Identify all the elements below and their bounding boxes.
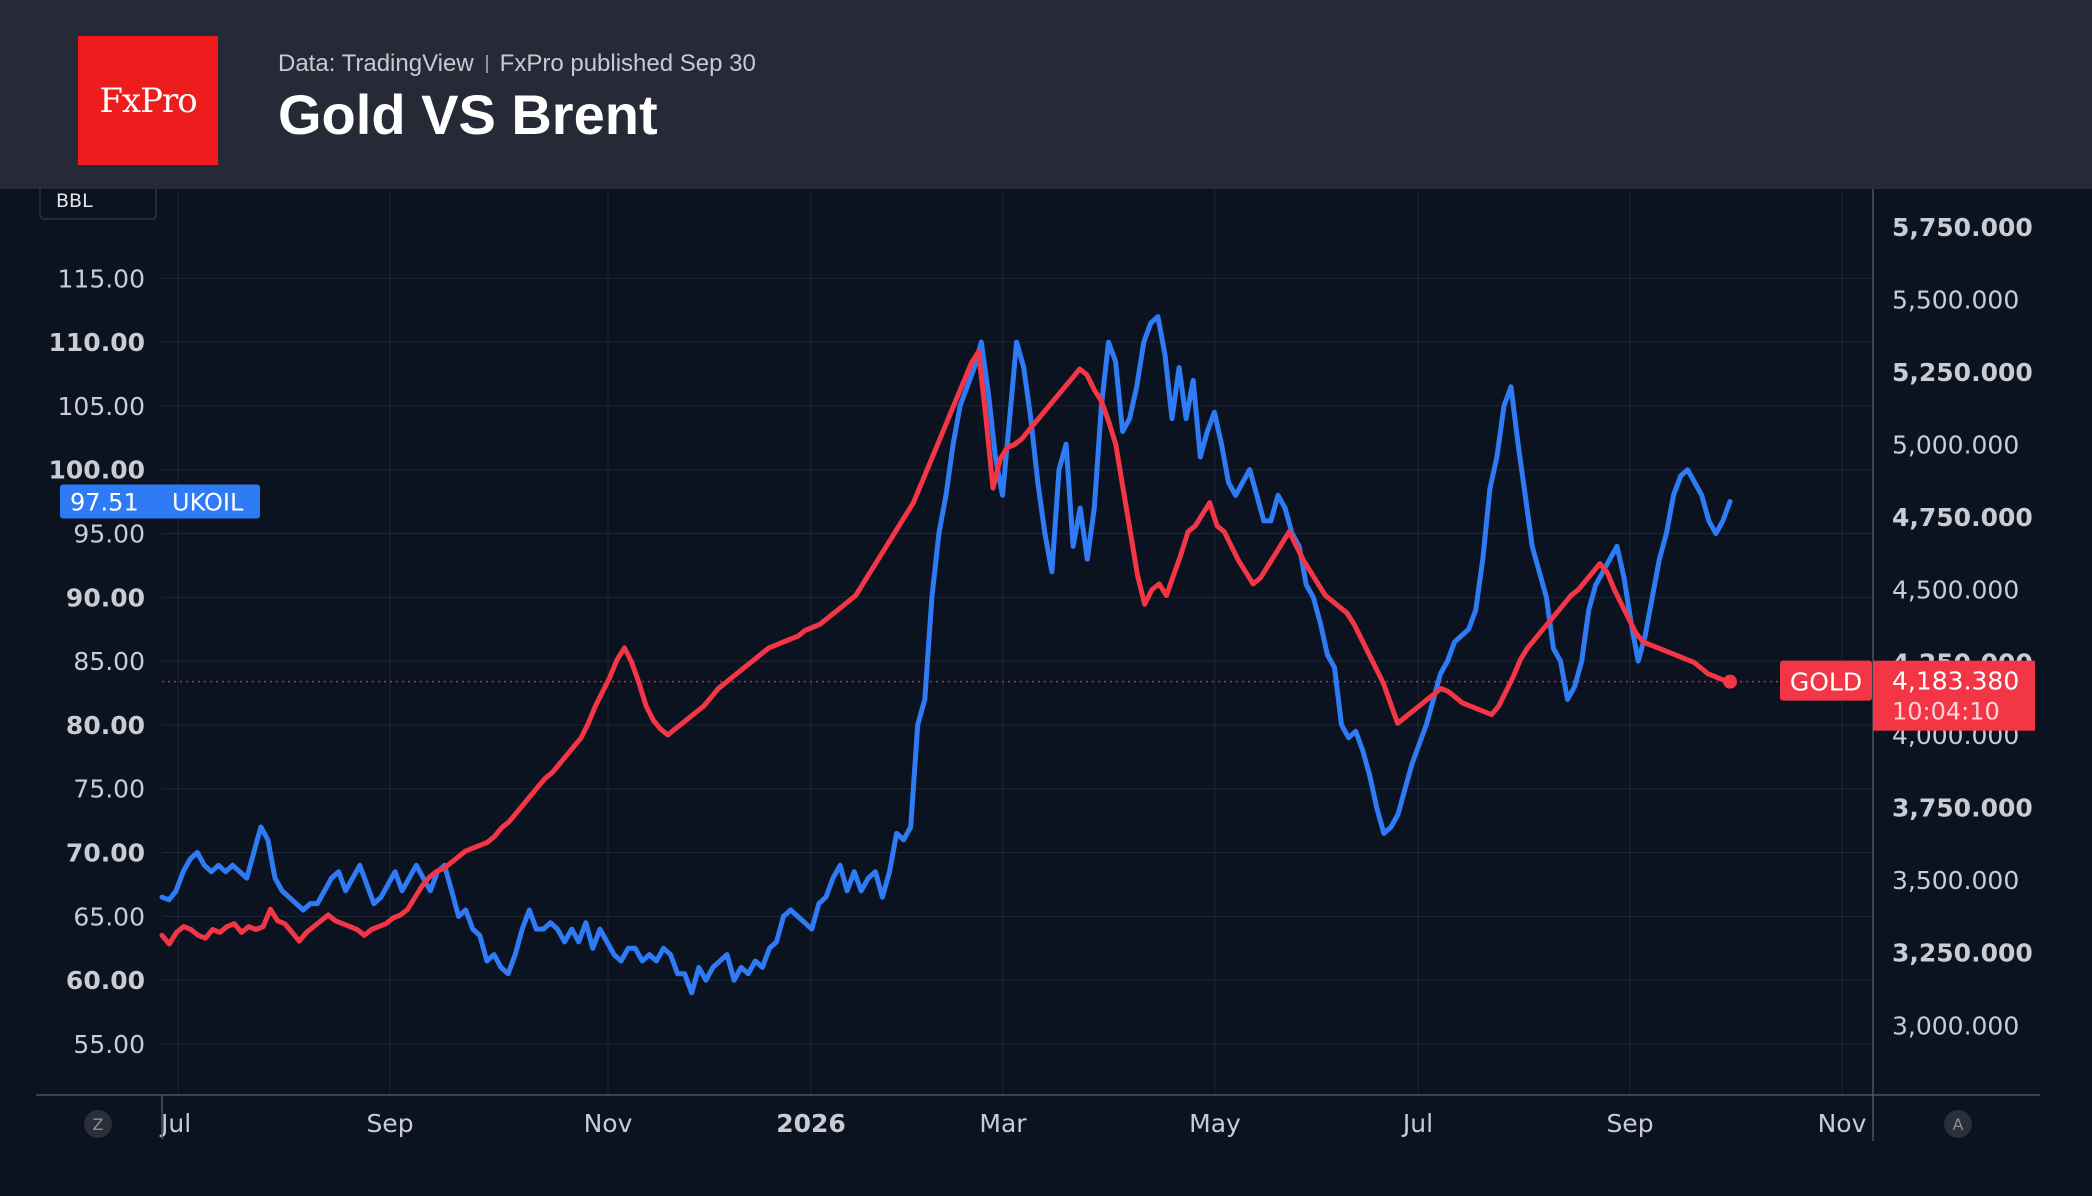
x-tick-label: Jul [1401, 1109, 1433, 1138]
left-tick-label: 115.00 [58, 264, 145, 293]
gold-countdown: 10:04:10 [1892, 698, 2000, 726]
left-tick-label: 85.00 [73, 647, 145, 676]
x-tick-label: Mar [979, 1109, 1027, 1138]
gold-last-value: 4,183.380 [1892, 667, 2019, 696]
gold-name-tag [1780, 660, 1872, 701]
chart-area[interactable]: Jul Sep Nov 2026 Mar May Jul Sep Nov Z A 55.00 60.0… [0, 189, 2092, 1196]
right-tick-label: 3,250.000 [1892, 939, 2033, 968]
right-tick-label: 3,500.000 [1892, 866, 2019, 895]
left-tick-label: 95.00 [73, 520, 145, 549]
left-tick-label: 90.00 [66, 583, 145, 612]
grid-lines [162, 189, 1872, 1095]
left-tick-label: 110.00 [49, 328, 145, 357]
right-tick-label: 5,500.000 [1892, 285, 2019, 314]
x-tick-label: Nov [584, 1109, 633, 1138]
x-tick-label: Sep [1606, 1109, 1653, 1138]
right-tick-label: 4,750.000 [1892, 503, 2033, 532]
corner-badge [1944, 1110, 1972, 1138]
x-tick-label: May [1189, 1109, 1241, 1138]
right-tick-label: 5,750.000 [1892, 213, 2033, 242]
meta-divider [485, 55, 488, 73]
x-tick-label: Nov [1818, 1109, 1867, 1138]
chart-title: Gold VS Brent [278, 83, 658, 146]
gold-price-tag [1873, 660, 2035, 731]
gold-last-point [1723, 674, 1737, 689]
fxpro-logo: FxPro [78, 36, 218, 165]
left-tick-label: 55.00 [73, 1030, 145, 1059]
unit-label: BBL [56, 190, 93, 212]
corner-badge-label: Z [93, 1115, 104, 1134]
x-axis: Jul Sep Nov 2026 Mar May Jul Sep Nov Z A [36, 1094, 2040, 1139]
left-tick-label: 80.00 [66, 711, 145, 740]
left-tick-label: 100.00 [49, 456, 145, 485]
left-tick-label: 105.00 [58, 392, 145, 421]
x-tick-label: 2026 [776, 1109, 846, 1138]
x-tick-label: Jul [159, 1109, 191, 1138]
data-source: Data: TradingView [278, 50, 474, 77]
chart-meta: Data: TradingView FxPro published Sep 30 [278, 50, 756, 78]
published-date: FxPro published Sep 30 [499, 50, 756, 77]
header-bar: FxPro Data: TradingView FxPro published … [0, 0, 2092, 189]
x-tick-label: Sep [366, 1109, 413, 1138]
series-line-ukoil [159, 314, 1733, 996]
ukoil-series-name: UKOIL [172, 489, 244, 517]
left-tick-label: 70.00 [66, 839, 145, 868]
ukoil-price-tag [60, 484, 260, 519]
right-tick-label: 3,750.000 [1892, 794, 2033, 823]
left-tick-label: 60.00 [66, 966, 145, 995]
corner-badge [84, 1110, 112, 1138]
left-tick-label: 75.00 [73, 775, 145, 804]
series-layer [159, 314, 1872, 996]
right-tick-label: 5,000.000 [1892, 431, 2019, 460]
unit-badge [39, 189, 157, 220]
right-tick-label: 4,500.000 [1892, 576, 2019, 605]
ukoil-last-value: 97.51 [70, 489, 139, 517]
right-tick-label: 3,000.000 [1892, 1011, 2019, 1040]
series-line-gold [159, 349, 1733, 947]
gold-series-name: GOLD [1790, 668, 1862, 697]
brand-logo-text: FxPro [99, 80, 197, 121]
right-tick-label: 5,250.000 [1892, 358, 2033, 387]
left-axis: 55.00 60.00 65.00 70.00 75.00 80.00 85.00 90.00… [39, 189, 157, 1059]
left-tick-label: 65.00 [73, 902, 145, 931]
corner-badge-label: A [1953, 1115, 1964, 1134]
